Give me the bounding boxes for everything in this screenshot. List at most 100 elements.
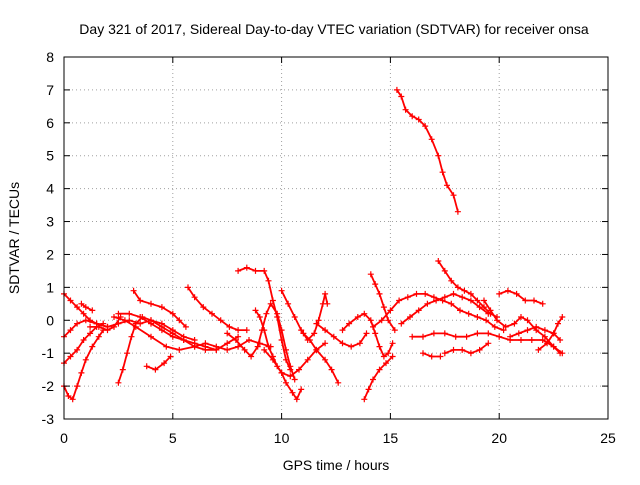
data-point [95, 333, 102, 340]
data-point [398, 320, 405, 327]
data-point [158, 304, 165, 311]
series-trace [263, 342, 326, 378]
data-point [459, 346, 466, 353]
data-point [74, 304, 81, 311]
x-tick-label: 20 [491, 430, 507, 446]
data-point [389, 340, 396, 347]
data-point [265, 277, 272, 284]
y-tick-label: -2 [42, 378, 55, 394]
data-point [387, 307, 394, 314]
data-point [87, 323, 94, 330]
data-point [541, 327, 548, 334]
data-point [461, 287, 468, 294]
data-point [474, 330, 481, 337]
data-point [415, 307, 422, 314]
data-point [485, 330, 492, 337]
data-point [335, 379, 342, 386]
plot-frame [63, 56, 609, 420]
data-point [261, 267, 268, 274]
data-point [361, 310, 368, 317]
data-point [293, 396, 300, 403]
data-point [200, 304, 207, 311]
data-point [396, 297, 403, 304]
series-trace [437, 260, 498, 318]
data-point [324, 300, 331, 307]
data-point [74, 320, 81, 327]
data-point [248, 353, 255, 360]
data-point [80, 337, 87, 343]
series-arc-14 [235, 264, 294, 373]
data-point [450, 192, 457, 199]
data-point [450, 290, 457, 297]
y-tick-label: 1 [46, 279, 54, 295]
y-tick-label: 3 [46, 214, 54, 230]
data-point [415, 116, 422, 123]
data-point [182, 323, 189, 330]
data-point [424, 300, 431, 307]
data-point [169, 310, 176, 317]
series-arc-15 [252, 307, 305, 403]
data-point [121, 317, 128, 324]
series-trace [302, 332, 340, 384]
data-point [261, 346, 268, 353]
data-point [372, 281, 379, 288]
data-point [322, 340, 329, 347]
data-point [243, 327, 250, 334]
data-point [158, 327, 165, 334]
data-point [191, 294, 198, 301]
data-point [161, 360, 168, 367]
axes: 0 5 10 15 20 25 -3 -2 -1 0 1 2 3 4 5 6 7 8 [42, 49, 616, 446]
data-point [485, 340, 492, 347]
data-point [74, 383, 81, 390]
data-point [339, 340, 346, 347]
series-arc-21 [367, 271, 398, 334]
data-point [550, 343, 557, 350]
data-point [502, 323, 509, 330]
data-point [235, 343, 242, 350]
data-point [487, 307, 494, 314]
data-point [256, 314, 263, 320]
data-point [291, 376, 298, 383]
data-point [274, 314, 281, 320]
series-trace [226, 302, 296, 381]
data-point [448, 277, 455, 284]
series-trace [113, 316, 272, 351]
data-point [550, 330, 557, 337]
data-point [143, 363, 150, 370]
data-point [89, 307, 96, 314]
data-point [389, 353, 396, 360]
data-point [213, 343, 220, 350]
data-point [533, 323, 540, 330]
data-point [363, 330, 370, 337]
data-point [126, 310, 133, 317]
data-point [300, 330, 307, 337]
data-point [433, 297, 440, 304]
data-point [467, 290, 474, 297]
data-point [263, 310, 270, 317]
data-point [439, 169, 446, 176]
data-point [111, 323, 117, 330]
data-point [481, 304, 487, 311]
data-point [291, 314, 298, 320]
x-axis-label: GPS time / hours [283, 457, 390, 473]
series-arc-01 [61, 327, 107, 403]
series-trace [498, 289, 544, 305]
data-point [391, 327, 398, 334]
data-point [217, 317, 224, 324]
data-point [235, 327, 242, 334]
data-point [518, 337, 524, 343]
data-point [518, 314, 524, 320]
data-point [287, 366, 294, 373]
data-point [494, 317, 500, 324]
y-tick-label: 6 [46, 115, 54, 131]
data-point [557, 337, 564, 343]
data-point [524, 317, 531, 324]
data-point [137, 297, 144, 304]
data-point [328, 366, 335, 373]
data-point [457, 307, 463, 314]
data-point [185, 284, 191, 291]
data-point [148, 320, 154, 327]
data-point [372, 330, 379, 337]
data-point [496, 290, 503, 297]
series-arc-05 [78, 300, 96, 314]
